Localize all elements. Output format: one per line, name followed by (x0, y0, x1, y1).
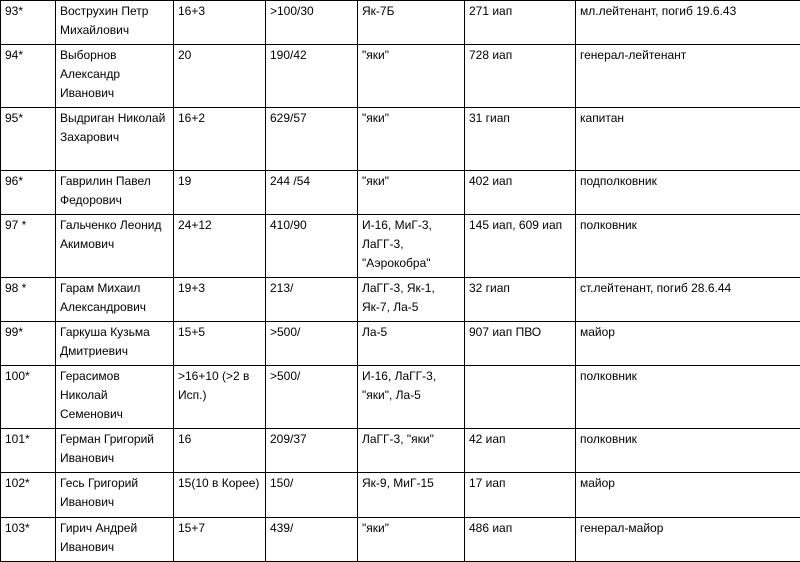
row-number-cell: 101* (1, 429, 56, 473)
sorties-cell: >100/30 (266, 1, 358, 45)
unit-cell: 728 иап (465, 45, 576, 108)
sorties-cell: 629/57 (266, 108, 358, 171)
rank-cell: ст.лейтенант, погиб 28.6.44 (576, 278, 800, 322)
rank-cell: полковник (576, 366, 800, 429)
rank-cell: майор (576, 322, 800, 366)
unit-cell: 31 гиап (465, 108, 576, 171)
victories-cell: >16+10 (>2 в Исп.) (174, 366, 266, 429)
sorties-cell: 410/90 (266, 215, 358, 278)
aircraft-cell: ЛаГГ-3, "яки" (358, 429, 465, 473)
victories-cell: 15+7 (174, 518, 266, 562)
aircraft-cell: ЛаГГ-3, Як-1, Як-7, Ла-5 (358, 278, 465, 322)
pilot-name-cell: Вострухин Петр Михайлович (56, 1, 174, 45)
row-number-cell: 103* (1, 518, 56, 562)
aircraft-cell: Як-9, МиГ-15 (358, 473, 465, 518)
pilot-name-cell: Гирич Андрей Иванович (56, 518, 174, 562)
victories-cell: 16+2 (174, 108, 266, 171)
pilot-name-cell: Гаркуша Кузьма Дмитриевич (56, 322, 174, 366)
victories-cell: 24+12 (174, 215, 266, 278)
sorties-cell: 439/ (266, 518, 358, 562)
unit-cell: 907 иап ПВО (465, 322, 576, 366)
aircraft-cell: Як-7Б (358, 1, 465, 45)
table-row: 100*Герасимов Николай Семенович>16+10 (>… (1, 366, 800, 429)
row-number-cell: 94* (1, 45, 56, 108)
unit-cell: 145 иап, 609 иап (465, 215, 576, 278)
rank-cell: капитан (576, 108, 800, 171)
aircraft-cell: "яки" (358, 45, 465, 108)
pilot-name-cell: Выдриган Николай Захарович (56, 108, 174, 171)
aircraft-cell: И-16, МиГ-3, ЛаГГ-3, "Аэрокобра" (358, 215, 465, 278)
victories-cell: 19 (174, 171, 266, 215)
aircraft-cell: "яки" (358, 171, 465, 215)
pilot-name-cell: Герасимов Николай Семенович (56, 366, 174, 429)
sorties-cell: >500/ (266, 366, 358, 429)
unit-cell: 486 иап (465, 518, 576, 562)
victories-cell: 19+3 (174, 278, 266, 322)
victories-cell: 15(10 в Корее) (174, 473, 266, 518)
aircraft-cell: И-16, ЛаГГ-3, "яки", Ла-5 (358, 366, 465, 429)
pilot-name-cell: Герман Григорий Иванович (56, 429, 174, 473)
sorties-cell: 209/37 (266, 429, 358, 473)
rank-cell: полковник (576, 215, 800, 278)
victories-cell: 16+3 (174, 1, 266, 45)
rank-cell: генерал-майор (576, 518, 800, 562)
aircraft-cell: Ла-5 (358, 322, 465, 366)
pilot-name-cell: Гальченко Леонид Акимович (56, 215, 174, 278)
unit-cell: 42 иап (465, 429, 576, 473)
rank-cell: генерал-лейтенант (576, 45, 800, 108)
pilot-name-cell: Выборнов Александр Иванович (56, 45, 174, 108)
unit-cell: 402 иап (465, 171, 576, 215)
pilot-name-cell: Гарам Михаил Александрович (56, 278, 174, 322)
unit-cell: 32 гиап (465, 278, 576, 322)
rank-cell: майор (576, 473, 800, 518)
row-number-cell: 93* (1, 1, 56, 45)
sorties-cell: 190/42 (266, 45, 358, 108)
row-number-cell: 98 * (1, 278, 56, 322)
row-number-cell: 95* (1, 108, 56, 171)
row-number-cell: 99* (1, 322, 56, 366)
sorties-cell: 213/ (266, 278, 358, 322)
aircraft-cell: "яки" (358, 108, 465, 171)
row-number-cell: 96* (1, 171, 56, 215)
row-number-cell: 100* (1, 366, 56, 429)
sorties-cell: 244 /54 (266, 171, 358, 215)
victories-cell: 16 (174, 429, 266, 473)
pilot-name-cell: Гесь Григорий Иванович (56, 473, 174, 518)
sorties-cell: 150/ (266, 473, 358, 518)
row-number-cell: 102* (1, 473, 56, 518)
aircraft-cell: "яки" (358, 518, 465, 562)
unit-cell (465, 366, 576, 429)
row-number-cell: 97 * (1, 215, 56, 278)
rank-cell: подполковник (576, 171, 800, 215)
sorties-cell: >500/ (266, 322, 358, 366)
victories-cell: 20 (174, 45, 266, 108)
unit-cell: 17 иап (465, 473, 576, 518)
rank-cell: полковник (576, 429, 800, 473)
unit-cell: 271 иап (465, 1, 576, 45)
victories-cell: 15+5 (174, 322, 266, 366)
rank-cell: мл.лейтенант, погиб 19.6.43 (576, 1, 800, 45)
pilot-name-cell: Гаврилин Павел Федорович (56, 171, 174, 215)
